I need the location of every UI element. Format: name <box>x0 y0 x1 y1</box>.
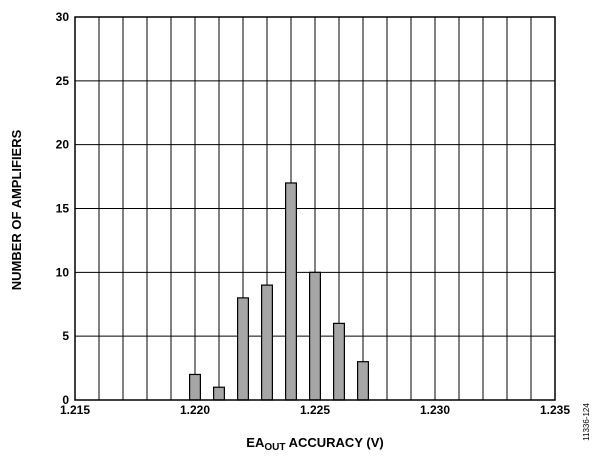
histogram-bar <box>261 284 274 401</box>
y-tick-label: 25 <box>56 74 70 88</box>
x-tick-labels: 1.215 1.220 1.225 1.230 1.235 <box>60 403 570 417</box>
x-tick-label: 1.220 <box>180 403 210 417</box>
plot-frame <box>74 16 556 401</box>
y-tick-labels: 0 5 10 15 20 25 30 <box>56 10 70 407</box>
histogram-bar <box>357 361 370 401</box>
y-tick-label: 5 <box>62 329 69 343</box>
histogram-bar <box>189 373 202 401</box>
x-axis-title-main: EA <box>246 435 265 450</box>
x-axis-title-subscript: OUT <box>264 442 285 453</box>
x-tick-label: 1.225 <box>300 403 330 417</box>
bars <box>189 182 370 401</box>
grid <box>75 17 555 400</box>
x-tick-label: 1.215 <box>60 403 90 417</box>
y-tick-label: 15 <box>56 202 70 216</box>
histogram-bar <box>309 271 322 401</box>
y-tick-label: 10 <box>56 265 70 279</box>
histogram-bar <box>333 322 346 401</box>
histogram-bar <box>237 297 250 401</box>
x-axis-title-rest: ACCURACY (V) <box>285 435 383 450</box>
histogram-bar <box>213 386 226 401</box>
figure-id: 11336-124 <box>582 403 591 441</box>
x-tick-label: 1.230 <box>420 403 450 417</box>
y-tick-label: 20 <box>56 138 70 152</box>
x-tick-label: 1.235 <box>540 403 570 417</box>
y-axis-title: NUMBER OF AMPLIFIERS <box>9 129 24 290</box>
histogram-bar <box>285 182 298 401</box>
y-tick-label: 30 <box>56 10 70 24</box>
y-tick-label: 0 <box>62 393 69 407</box>
x-axis-title: EAOUT ACCURACY (V) <box>246 435 383 453</box>
